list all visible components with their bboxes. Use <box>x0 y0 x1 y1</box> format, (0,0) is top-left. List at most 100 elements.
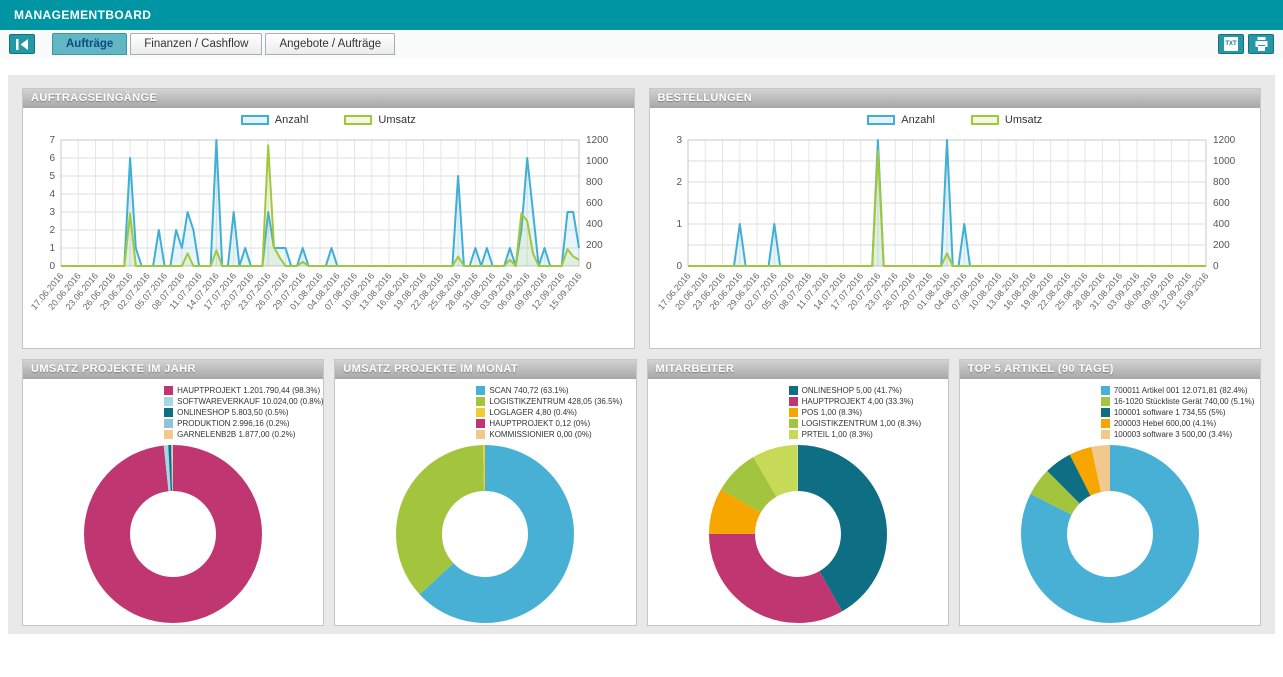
collapse-sidebar-button[interactable] <box>9 34 35 54</box>
svg-text:400: 400 <box>1213 219 1230 230</box>
legend-label: 100001 software 1 734,55 (5%) <box>1113 408 1226 417</box>
orders-in-line-chart[interactable]: 0123456702004006008001000120017.06.20162… <box>31 132 625 348</box>
legend-swatch <box>788 419 798 428</box>
legend-item: Umsatz <box>344 114 416 126</box>
legend-swatch <box>476 397 486 406</box>
tabs: Aufträge Finanzen / Cashflow Angebote / … <box>52 33 396 55</box>
panel-bestellungen: BESTELLUNGEN Anzahl Umsatz 0 1 2 3 0 200 400 60… <box>648 88 1261 349</box>
svg-text:0: 0 <box>586 261 592 272</box>
legend-label: PRODUKTION 2.996,16 (0.2%) <box>177 419 290 428</box>
svg-text:2: 2 <box>676 177 682 188</box>
purchases-line-chart[interactable]: 012302004006008001000120017.06.201620.06… <box>658 132 1252 348</box>
legend-swatch <box>164 408 174 417</box>
legend-label: LOGISTIKZENTRUM 1,00 (8.3%) <box>801 419 922 428</box>
legend-label: POS 1,00 (8.3%) <box>801 408 863 417</box>
donut-chart-row: UMSATZ PROJEKTE IM JAHR HAUPTPROJEKT 1.2… <box>22 359 1261 626</box>
legend-label: Anzahl <box>274 114 309 126</box>
panel-title-top5: TOP 5 ARTIKEL (90 TAGE) <box>959 360 1260 379</box>
legend-label: GARNELENB2B 1.877,00 (0.2%) <box>177 430 296 439</box>
legend-item: 16-1020 Stückliste Gerät 740,00 (5.1%) <box>1100 396 1258 407</box>
legend-swatch <box>788 430 798 439</box>
legend-label: 100003 software 3 500,00 (3.4%) <box>1113 430 1233 439</box>
legend-label: LOGISTIKZENTRUM 428,05 (36.5%) <box>489 397 623 406</box>
legend-item: ONLINESHOP 5,00 (41.7%) <box>788 385 946 396</box>
legend-item: HAUPTPROJEKT 0,12 (0%) <box>476 418 633 429</box>
svg-text:5: 5 <box>50 171 56 182</box>
line-chart-row: AUFTRAGSEINGÄNGE Anzahl Umsatz 0 1 2 3 4 5 6 7 0… <box>22 88 1261 349</box>
svg-text:600: 600 <box>1213 198 1230 209</box>
printer-icon <box>1255 37 1267 51</box>
svg-text:4: 4 <box>50 189 56 200</box>
legend-label: 700011 Artikel 001 12.071,81 (82.4%) <box>1113 386 1248 395</box>
svg-text:0: 0 <box>50 261 56 272</box>
export-txt-button[interactable]: TXT <box>1218 34 1244 54</box>
legend-item: GARNELENB2B 1.877,00 (0.2%) <box>164 429 321 440</box>
panel-top5-artikel: TOP 5 ARTIKEL (90 TAGE) 700011 Artikel 0… <box>958 359 1261 626</box>
donut-legend: 700011 Artikel 001 12.071,81 (82.4%) 16-1… <box>960 379 1260 442</box>
svg-text:0: 0 <box>1213 261 1219 272</box>
legend-swatch <box>164 386 174 395</box>
legend-item: LOGLAGER 4,80 (0.4%) <box>476 407 633 418</box>
legend-swatch <box>164 397 174 406</box>
tab-angebote-auftraege[interactable]: Angebote / Aufträge <box>265 33 396 55</box>
svg-text:1200: 1200 <box>586 135 609 146</box>
chart-legend: Anzahl Umsatz <box>650 108 1261 132</box>
app-header: MANAGEMENTBOARD <box>0 0 1283 30</box>
print-button[interactable] <box>1248 34 1274 54</box>
legend-swatch <box>476 386 486 395</box>
legend-label: ONLINESHOP 5,00 (41.7%) <box>801 386 902 395</box>
anzahl-swatch <box>240 115 269 125</box>
donut-legend: ONLINESHOP 5,00 (41.7%) HAUPTPROJEKT 4,00… <box>648 379 948 442</box>
svg-text:2: 2 <box>50 225 56 236</box>
umsatz-monat-donut-chart[interactable] <box>394 443 576 625</box>
legend-label: Umsatz <box>1004 114 1043 126</box>
svg-text:400: 400 <box>586 219 603 230</box>
panel-title-umsatz-jahr: UMSATZ PROJEKTE IM JAHR <box>23 360 324 379</box>
legend-item: LOGISTIKZENTRUM 1,00 (8.3%) <box>788 418 946 429</box>
legend-item: Anzahl <box>867 114 935 126</box>
panel-title-umsatz-monat: UMSATZ PROJEKTE IM MONAT <box>335 360 636 379</box>
legend-label: PRTEIL 1,00 (8.3%) <box>801 430 873 439</box>
legend-swatch <box>476 430 486 439</box>
svg-text:6: 6 <box>50 153 56 164</box>
legend-label: KOMMISSIONIER 0,00 (0%) <box>489 430 592 439</box>
umsatz-jahr-donut-chart[interactable] <box>82 443 264 625</box>
legend-item: LOGISTIKZENTRUM 428,05 (36.5%) <box>476 396 633 407</box>
legend-label: 16-1020 Stückliste Gerät 740,00 (5.1%) <box>1113 397 1255 406</box>
legend-swatch <box>1100 386 1110 395</box>
legend-item: POS 1,00 (8.3%) <box>788 407 946 418</box>
legend-swatch <box>164 430 174 439</box>
legend-label: Umsatz <box>378 114 416 126</box>
umsatz-swatch <box>344 115 373 125</box>
svg-text:1200: 1200 <box>1213 135 1236 146</box>
svg-text:1000: 1000 <box>586 156 609 167</box>
tab-finanzen-cashflow[interactable]: Finanzen / Cashflow <box>130 33 263 55</box>
legend-item: SOFTWAREVERKAUF 10.024,00 (0.8%) <box>164 396 323 407</box>
svg-text:3: 3 <box>676 135 682 146</box>
svg-text:800: 800 <box>1213 177 1230 188</box>
top5-artikel-donut-chart[interactable] <box>1019 443 1201 625</box>
legend-swatch <box>476 408 486 417</box>
panel-auftragseingaenge: AUFTRAGSEINGÄNGE Anzahl Umsatz 0 1 2 3 4 5 6 7 0… <box>22 88 635 349</box>
donut-legend: SCAN 740,72 (63.1%) LOGISTIKZENTRUM 428,0… <box>335 379 635 442</box>
panel-title-mitarbeiter: MITARBEITER <box>647 360 948 379</box>
legend-item: 100003 software 3 500,00 (3.4%) <box>1100 429 1258 440</box>
tab-bar: Aufträge Finanzen / Cashflow Angebote / … <box>0 30 1283 58</box>
txt-file-icon: TXT <box>1224 37 1238 51</box>
collapse-left-icon <box>15 38 28 50</box>
mitarbeiter-donut-chart[interactable] <box>707 443 889 625</box>
legend-item: PRTEIL 1,00 (8.3%) <box>788 429 946 440</box>
umsatz-swatch <box>970 115 999 125</box>
tab-auftraege[interactable]: Aufträge <box>52 33 128 55</box>
legend-item: HAUPTPROJEKT 1.201.790,44 (98.3%) <box>164 385 321 396</box>
svg-text:200: 200 <box>586 240 603 251</box>
legend-swatch <box>1100 419 1110 428</box>
legend-swatch <box>788 386 798 395</box>
panel-title-bestellungen: BESTELLUNGEN <box>649 89 1260 108</box>
svg-text:200: 200 <box>1213 240 1230 251</box>
legend-swatch <box>788 408 798 417</box>
legend-swatch <box>788 397 798 406</box>
svg-text:600: 600 <box>586 198 603 209</box>
app-title: MANAGEMENTBOARD <box>14 8 152 22</box>
legend-item: PRODUKTION 2.996,16 (0.2%) <box>164 418 321 429</box>
